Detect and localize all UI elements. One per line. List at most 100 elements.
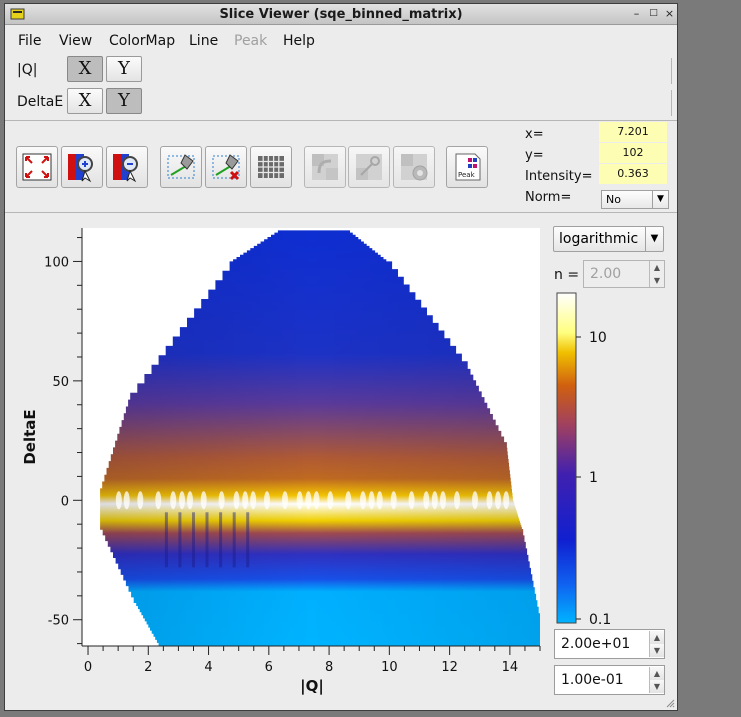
colorbar: 10 1 0.1 xyxy=(556,292,611,627)
spin-down-icon[interactable]: ▼ xyxy=(649,644,664,657)
rebin-icon xyxy=(312,154,338,180)
power-n-spinbox[interactable]: 2.00 ▲ ▼ xyxy=(583,260,665,288)
phonon-streak-mark xyxy=(246,512,250,568)
norm-select-value: No xyxy=(606,193,621,206)
pick-icon xyxy=(356,154,382,180)
app-icon xyxy=(10,8,25,20)
dim-deltae-y-button[interactable]: Y xyxy=(106,88,142,114)
y-tick-label: 50 xyxy=(52,375,69,390)
phonon-streak-mark xyxy=(232,512,236,568)
menu-peak[interactable]: Peak xyxy=(234,33,268,49)
elastic-peak-mark xyxy=(368,491,375,510)
elastic-peak-mark xyxy=(250,491,257,510)
phonon-streak-mark xyxy=(164,512,168,568)
zoom-to-fit-icon xyxy=(22,153,52,181)
spin-down-icon[interactable]: ▼ xyxy=(649,680,664,693)
divider xyxy=(671,58,672,84)
y-label: y= xyxy=(525,148,544,163)
rebin-button[interactable] xyxy=(304,146,346,188)
spin-down-icon[interactable]: ▼ xyxy=(649,274,664,287)
spin-up-icon[interactable]: ▲ xyxy=(649,667,664,680)
x-tick-label: 2 xyxy=(144,660,152,675)
x-tick-label: 8 xyxy=(325,660,333,675)
elastic-peak-mark xyxy=(376,491,383,510)
menu-view[interactable]: View xyxy=(59,33,93,49)
menu-file[interactable]: File xyxy=(18,33,42,49)
divider xyxy=(671,90,672,116)
norm-label: Norm= xyxy=(525,190,572,205)
menu-colormap[interactable]: ColorMap xyxy=(109,33,176,49)
phonon-streak-mark xyxy=(219,512,223,568)
colorbar-tick-label: 0.1 xyxy=(589,612,611,627)
maximize-icon[interactable]: □ xyxy=(649,8,658,18)
spin-up-icon[interactable]: ▲ xyxy=(649,631,664,644)
x-tick-label: 14 xyxy=(502,660,519,675)
y-value: 102 xyxy=(599,143,667,163)
elastic-peak-mark xyxy=(179,491,185,510)
elastic-peak-mark xyxy=(200,491,207,510)
elastic-peak-mark xyxy=(423,491,430,510)
colorbar-max-value: 2.00e+01 xyxy=(561,636,631,652)
dim-label-q: |Q| xyxy=(17,62,38,78)
elastic-peak-mark xyxy=(408,491,415,510)
pick-button[interactable] xyxy=(348,146,390,188)
dim-label-deltae: DeltaE xyxy=(17,94,64,110)
snap-icon xyxy=(401,154,428,181)
elastic-peak-mark xyxy=(296,491,303,510)
dim-q-y-button[interactable]: Y xyxy=(106,56,142,82)
draw-line-button[interactable] xyxy=(160,146,202,188)
plot-panel: 0 2 4 6 8 10 12 14 -50 0 50 100 |Q| DeltaE logarith… xyxy=(5,212,677,710)
intensity-value: 0.363 xyxy=(599,164,667,184)
menu-help[interactable]: Help xyxy=(283,33,315,49)
minimize-icon[interactable]: – xyxy=(633,7,640,20)
zoom-out-icon xyxy=(113,154,138,183)
snap-button[interactable] xyxy=(393,146,435,188)
intensity-label: Intensity= xyxy=(525,169,593,184)
clear-line-button[interactable] xyxy=(205,146,247,188)
elastic-peak-mark xyxy=(155,491,162,510)
x-tick-label: 4 xyxy=(204,660,212,675)
spin-up-icon[interactable]: ▲ xyxy=(649,261,664,274)
elastic-peak-mark xyxy=(242,491,249,510)
elastic-peak-mark xyxy=(440,491,446,510)
power-n-value: 2.00 xyxy=(590,266,622,282)
peak-overlay-button[interactable]: Peak xyxy=(446,146,488,188)
close-icon[interactable]: × xyxy=(664,7,675,20)
norm-select[interactable]: No ▼ xyxy=(601,190,669,209)
resize-grip-icon[interactable] xyxy=(665,698,675,708)
line-cut-icon xyxy=(167,154,195,179)
colorbar-min-spinbox[interactable]: 1.00e-01 ▲ ▼ xyxy=(554,665,665,695)
elastic-peak-mark xyxy=(282,491,288,510)
elastic-peak-mark xyxy=(170,491,177,510)
x-tick-label: 0 xyxy=(84,660,92,675)
clear-line-icon xyxy=(212,154,240,181)
dim-deltae-x-button[interactable]: X xyxy=(67,88,103,114)
zoom-out-button[interactable] xyxy=(106,146,148,188)
phonon-streak-mark xyxy=(192,512,195,568)
zoom-in-button[interactable] xyxy=(61,146,103,188)
menu-line[interactable]: Line xyxy=(189,33,219,49)
colorbar-max-spinbox[interactable]: 2.00e+01 ▲ ▼ xyxy=(554,629,665,659)
x-label: x= xyxy=(525,127,544,142)
zoom-to-fit-button[interactable] xyxy=(16,146,58,188)
elastic-peak-mark xyxy=(327,491,334,510)
scale-type-select[interactable]: logarithmic ▼ xyxy=(553,226,664,252)
x-tick-label: 12 xyxy=(441,660,458,675)
elastic-peak-mark xyxy=(264,491,270,510)
slice-viewer-window: Slice Viewer (sqe_binned_matrix) – □ × F… xyxy=(4,3,678,711)
colorbar-gradient xyxy=(556,292,577,624)
elastic-peak-mark xyxy=(115,491,122,510)
y-axis-label: DeltaE xyxy=(21,409,39,464)
title-bar[interactable]: Slice Viewer (sqe_binned_matrix) – □ × xyxy=(5,4,677,25)
y-tick-label: -50 xyxy=(48,614,69,629)
phonon-streak-mark xyxy=(205,512,209,568)
dim-q-x-button[interactable]: X xyxy=(67,56,103,82)
elastic-peak-mark xyxy=(305,491,312,510)
elastic-peak-mark xyxy=(503,491,510,510)
menu-bar: File View ColorMap Line Peak Help xyxy=(5,26,677,52)
elastic-peak-mark xyxy=(313,491,320,510)
elastic-peak-mark xyxy=(187,491,193,510)
grid-button[interactable] xyxy=(250,146,292,188)
colorbar-tick-label: 10 xyxy=(589,330,607,346)
heatmap-plot[interactable]: 0 2 4 6 8 10 12 14 -50 0 50 100 |Q| DeltaE xyxy=(5,213,553,711)
